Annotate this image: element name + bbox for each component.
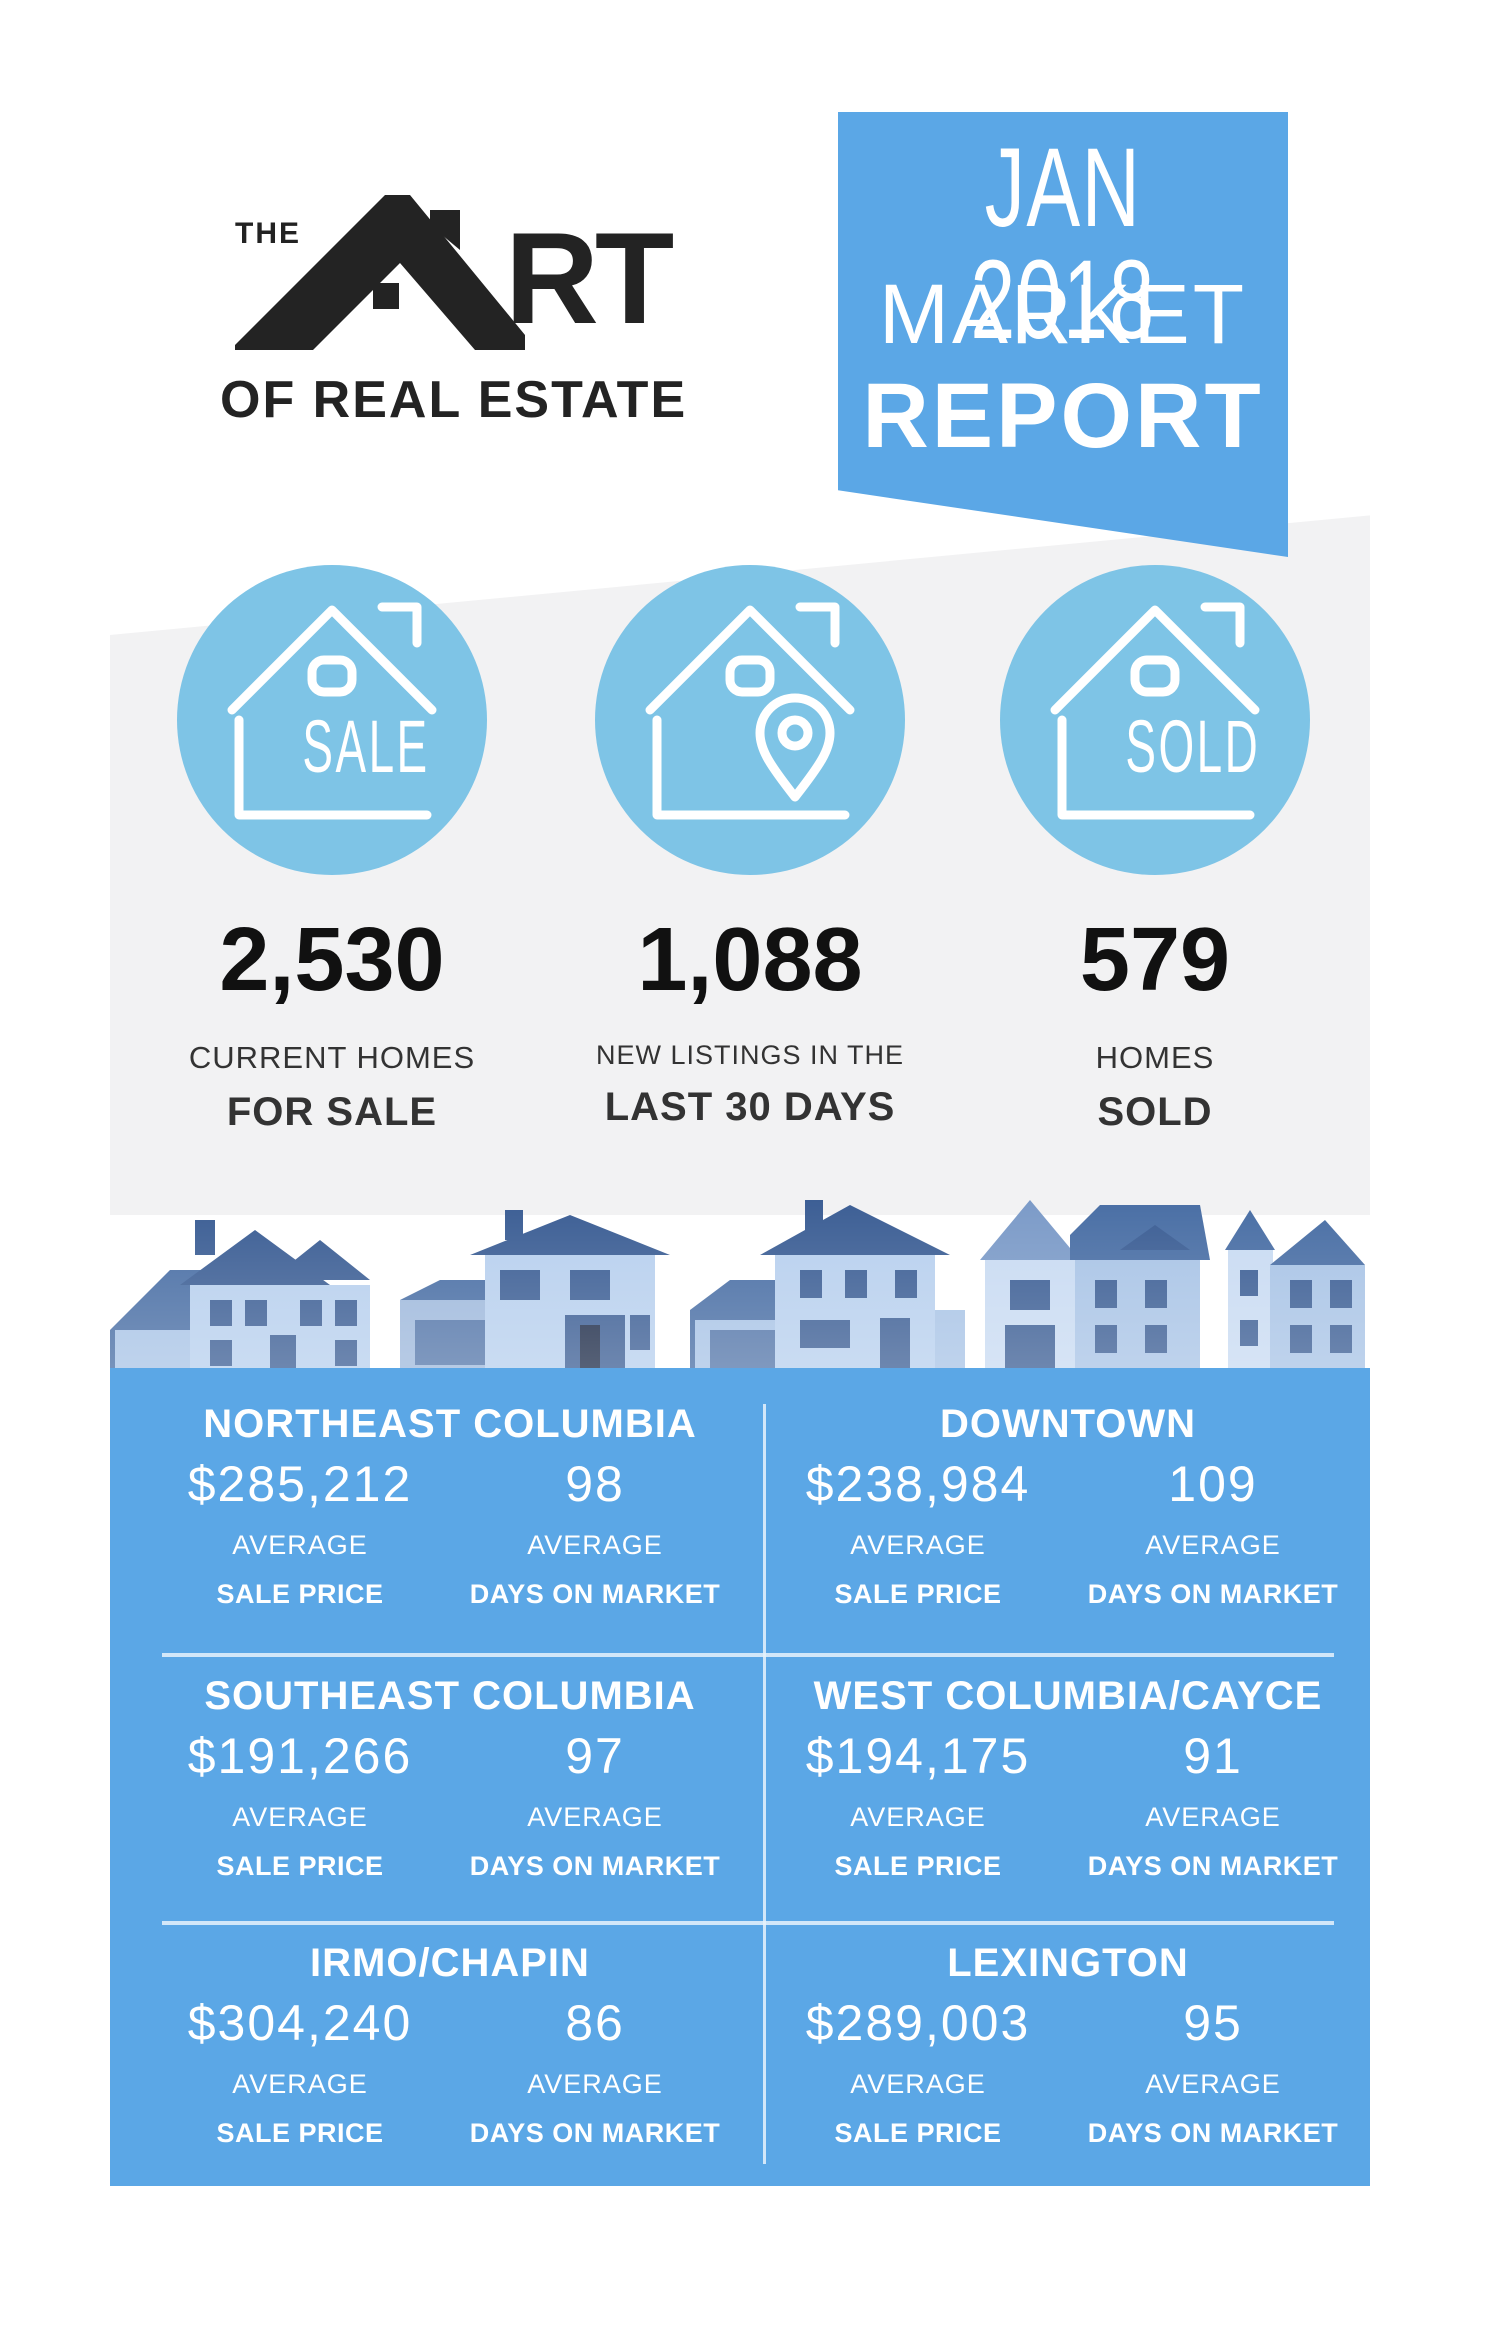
stat-homes-sold: SOLD 579 HOMES SOLD (990, 565, 1320, 1135)
region-name: LEXINGTON (947, 1941, 1189, 1985)
avg-sale-price: $238,984 AVERAGE SALE PRICE (778, 1457, 1058, 1610)
stat-label-line1: CURRENT HOMES (188, 1040, 476, 1075)
metric-label: AVERAGE (232, 2069, 368, 2099)
metric-label: DAYS ON MARKET (469, 1851, 721, 1881)
region-name: SOUTHEAST COLUMBIA (204, 1674, 696, 1718)
price-value: $304,240 (187, 1995, 413, 2051)
metric-label: AVERAGE (232, 1530, 368, 1560)
stat-label-line2: FOR SALE (226, 1090, 438, 1134)
metric-label: SALE PRICE (216, 1579, 384, 1609)
metric-label: AVERAGE (232, 1802, 368, 1832)
price-value: $289,003 (805, 1995, 1031, 2051)
avg-days-on-market: 86 AVERAGE DAYS ON MARKET (455, 1996, 735, 2149)
days-value: 91 (1183, 1728, 1243, 1784)
region-northeast-columbia: NORTHEAST COLUMBIA $285,212 AVERAGE SALE… (150, 1402, 750, 1617)
logo-subtitle: OF REAL ESTATE (220, 371, 688, 429)
metric-label: AVERAGE (850, 1530, 986, 1560)
days-value: 86 (565, 1995, 625, 2051)
days-value: 109 (1168, 1456, 1258, 1512)
metric-label: AVERAGE (1145, 2069, 1281, 2099)
stat-label-line1: NEW LISTINGS IN THE (595, 1040, 905, 1070)
region-name: IRMO/CHAPIN (310, 1941, 590, 1985)
stat-value: 1,088 (637, 910, 863, 1010)
stat-value: 579 (1079, 910, 1231, 1010)
metric-label: DAYS ON MARKET (1087, 1579, 1339, 1609)
metric-label: AVERAGE (527, 2069, 663, 2099)
houses-illustration (110, 1200, 1370, 1370)
logo-the-text: THE (235, 217, 301, 250)
days-value: 98 (565, 1456, 625, 1512)
report-title-banner: JAN 2018 MARKET REPORT (838, 112, 1288, 557)
metric-label: SALE PRICE (834, 2118, 1002, 2148)
price-value: $238,984 (805, 1456, 1031, 1512)
region-west-columbia-cayce: WEST COLUMBIA/CAYCE $194,175 AVERAGE SAL… (768, 1674, 1368, 1889)
metric-label: DAYS ON MARKET (1087, 1851, 1339, 1881)
metric-label: AVERAGE (527, 1530, 663, 1560)
price-value: $191,266 (187, 1728, 413, 1784)
house-location-pin-icon (595, 565, 905, 875)
sale-sign-text: SALE (302, 705, 430, 788)
metric-label: DAYS ON MARKET (469, 2118, 721, 2148)
region-downtown: DOWNTOWN $238,984 AVERAGE SALE PRICE 109… (768, 1402, 1368, 1617)
metric-label: DAYS ON MARKET (469, 1579, 721, 1609)
company-logo: THE RT OF REAL ESTATE (215, 185, 725, 435)
avg-days-on-market: 95 AVERAGE DAYS ON MARKET (1073, 1996, 1353, 2149)
metric-label: AVERAGE (850, 2069, 986, 2099)
days-value: 95 (1183, 1995, 1243, 2051)
region-name: WEST COLUMBIA/CAYCE (813, 1674, 1323, 1718)
report-month: JAN 2018 (970, 125, 1156, 362)
price-value: $285,212 (187, 1456, 413, 1512)
stat-label-line2: LAST 30 DAYS (604, 1085, 896, 1129)
metric-label: SALE PRICE (216, 1851, 384, 1881)
avg-days-on-market: 97 AVERAGE DAYS ON MARKET (455, 1729, 735, 1882)
metric-label: DAYS ON MARKET (1087, 2118, 1339, 2148)
row-divider (162, 1653, 1334, 1657)
metric-label: SALE PRICE (834, 1851, 1002, 1881)
region-name: NORTHEAST COLUMBIA (203, 1402, 697, 1446)
row-divider (162, 1921, 1334, 1925)
house-sold-sign-icon: SOLD (1000, 565, 1310, 875)
metric-label: AVERAGE (850, 1802, 986, 1832)
roof-a-icon (235, 195, 525, 350)
region-irmo-chapin: IRMO/CHAPIN $304,240 AVERAGE SALE PRICE … (150, 1941, 750, 2156)
metric-label: AVERAGE (1145, 1530, 1281, 1560)
stat-new-listings: 1,088 NEW LISTINGS IN THE LAST 30 DAYS (585, 565, 915, 1130)
avg-sale-price: $191,266 AVERAGE SALE PRICE (160, 1729, 440, 1882)
column-divider (763, 1404, 766, 2164)
report-title-line3: REPORT (862, 365, 1264, 467)
price-value: $194,175 (805, 1728, 1031, 1784)
days-value: 97 (565, 1728, 625, 1784)
metric-label: AVERAGE (527, 1802, 663, 1832)
avg-sale-price: $304,240 AVERAGE SALE PRICE (160, 1996, 440, 2149)
avg-days-on-market: 91 AVERAGE DAYS ON MARKET (1073, 1729, 1353, 1882)
stat-value: 2,530 (219, 910, 445, 1010)
avg-days-on-market: 98 AVERAGE DAYS ON MARKET (455, 1457, 735, 1610)
avg-days-on-market: 109 AVERAGE DAYS ON MARKET (1073, 1457, 1353, 1610)
stat-label-line1: HOMES (1095, 1040, 1215, 1075)
avg-sale-price: $285,212 AVERAGE SALE PRICE (160, 1457, 440, 1610)
avg-sale-price: $289,003 AVERAGE SALE PRICE (778, 1996, 1058, 2149)
regional-market-panel: NORTHEAST COLUMBIA $285,212 AVERAGE SALE… (110, 1368, 1370, 2186)
metric-label: SALE PRICE (834, 1579, 1002, 1609)
avg-sale-price: $194,175 AVERAGE SALE PRICE (778, 1729, 1058, 1882)
sold-sign-text: SOLD (1125, 705, 1261, 788)
house-sale-sign-icon: SALE (177, 565, 487, 875)
stat-homes-for-sale: SALE 2,530 CURRENT HOMES FOR SALE (167, 565, 497, 1135)
metric-label: SALE PRICE (216, 2118, 384, 2148)
metric-label: AVERAGE (1145, 1802, 1281, 1832)
stat-label-line2: SOLD (1097, 1090, 1213, 1134)
logo-main-text: RT (505, 205, 674, 351)
report-title-line2: MARKET (878, 267, 1248, 361)
region-name: DOWNTOWN (939, 1402, 1197, 1446)
region-southeast-columbia: SOUTHEAST COLUMBIA $191,266 AVERAGE SALE… (150, 1674, 750, 1889)
region-lexington: LEXINGTON $289,003 AVERAGE SALE PRICE 95… (768, 1941, 1368, 2156)
